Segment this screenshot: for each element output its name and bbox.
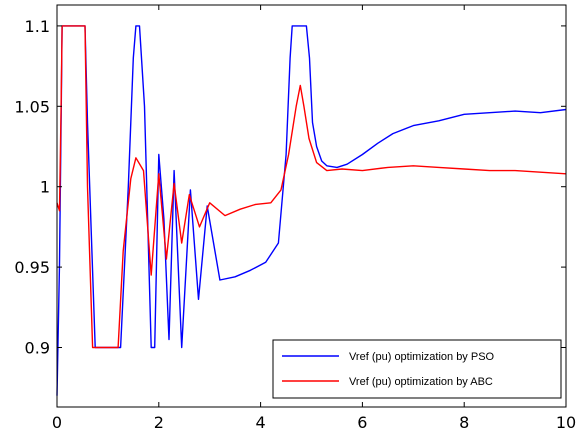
y-tick-labels: 0.9 0.95 1 1.05 1.1 <box>14 17 50 358</box>
x-tick-label: 8 <box>459 413 469 432</box>
series-line-1 <box>56 25 567 349</box>
axis-ticks <box>56 5 567 407</box>
y-tick-label: 1.05 <box>14 97 50 116</box>
series-layer <box>56 25 567 396</box>
series-line-0 <box>56 25 567 396</box>
legend-label-pso: Vref (pu) optimization by PSO <box>349 351 495 363</box>
legend-box <box>272 339 562 399</box>
x-tick-label: 10 <box>556 413 576 432</box>
legend: Vref (pu) optimization by PSO Vref (pu) … <box>272 339 562 399</box>
legend-label-abc: Vref (pu) optimization by ABC <box>349 376 493 388</box>
x-tick-labels: 0 2 4 6 8 10 <box>52 413 576 432</box>
x-tick-label: 4 <box>256 413 266 432</box>
x-tick-label: 2 <box>154 413 164 432</box>
y-tick-label: 0.9 <box>25 339 50 358</box>
y-tick-label: 1 <box>40 178 50 197</box>
x-tick-label: 0 <box>52 413 62 432</box>
plot-frame <box>56 4 567 408</box>
x-tick-label: 6 <box>357 413 367 432</box>
y-tick-label: 1.1 <box>25 17 50 36</box>
y-tick-label: 0.95 <box>14 258 50 277</box>
